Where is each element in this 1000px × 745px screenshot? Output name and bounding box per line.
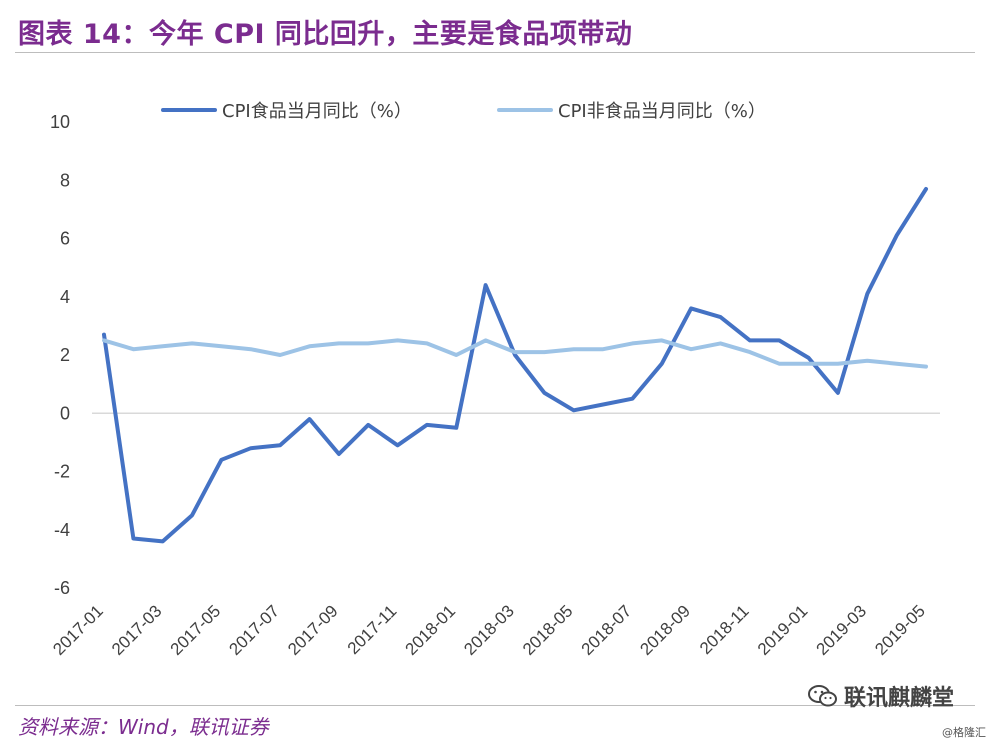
- x-tick-label: 2017-03: [108, 601, 166, 659]
- series-line-food: [102, 187, 928, 544]
- watermark-text: 联讯麒麟堂: [844, 686, 955, 711]
- x-tick-label: 2018-01: [402, 601, 460, 659]
- legend-label: CPI非食品当月同比（%）: [558, 101, 766, 122]
- wechat-icon: [808, 685, 837, 707]
- chart-title: 图表 14：今年 CPI 同比回升，主要是食品项带动: [18, 19, 633, 50]
- y-tick-label: 8: [60, 170, 70, 190]
- y-tick-label: -2: [54, 462, 70, 482]
- x-tick-label: 2019-05: [871, 601, 929, 659]
- x-tick-label: 2018-11: [696, 601, 753, 658]
- x-tick-label: 2018-09: [636, 601, 694, 659]
- y-tick-label: -4: [54, 520, 70, 540]
- x-tick-label: 2018-07: [578, 601, 636, 659]
- footer-divider: [15, 705, 975, 706]
- y-tick-label: 6: [60, 229, 70, 249]
- y-tick-label: 0: [60, 403, 70, 423]
- y-tick-label: 10: [50, 112, 70, 132]
- x-tick-label: 2017-01: [49, 601, 107, 659]
- x-tick-label: 2017-11: [344, 601, 401, 658]
- credit-text: @格隆汇: [942, 726, 986, 739]
- legend-label: CPI食品当月同比（%）: [222, 101, 412, 122]
- x-tick-label: 2017-05: [167, 601, 225, 659]
- x-tick-label: 2018-03: [460, 601, 518, 659]
- y-tick-label: -6: [54, 578, 70, 598]
- watermark: 联讯麒麟堂: [808, 680, 954, 712]
- x-tick-label: 2019-01: [754, 601, 812, 659]
- y-tick-label: 2: [60, 345, 70, 365]
- x-tick-label: 2019-03: [813, 601, 871, 659]
- title-divider: [15, 52, 975, 53]
- x-tick-label: 2017-09: [284, 601, 342, 659]
- series-line-nonfood: [102, 338, 928, 369]
- x-tick-label: 2017-07: [225, 601, 283, 659]
- source-note: 资料来源：Wind，联讯证券: [18, 715, 269, 739]
- x-tick-label: 2018-05: [519, 601, 577, 659]
- y-tick-label: 4: [60, 287, 70, 307]
